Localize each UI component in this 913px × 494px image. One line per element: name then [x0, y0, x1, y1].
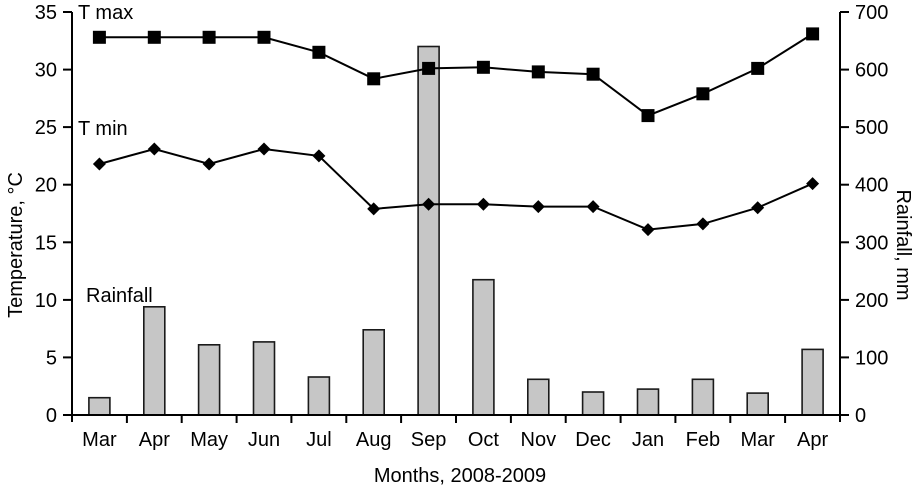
rainfall-bar-mar-0: [88, 396, 111, 416]
rainfall-bars: [88, 45, 824, 416]
left-tick-label-30: 30: [35, 60, 57, 82]
t-max-square-marker-13: [806, 27, 820, 41]
month-label-jan-10: Jan: [632, 429, 664, 451]
left-tick-label-0: 0: [46, 405, 57, 427]
month-label-mar-0: Mar: [82, 429, 117, 451]
t-max-square-marker-4: [312, 45, 326, 59]
month-label-mar-12: Mar: [740, 429, 775, 451]
t-max-square-marker-11: [696, 87, 710, 101]
rainfall-bar-feb-11: [691, 378, 715, 416]
t-min-diamond-marker-13: [806, 177, 820, 191]
t-min-diamond-marker-10: [641, 223, 655, 237]
left-tick-label-20: 20: [35, 175, 57, 197]
t-max-square-marker-3: [257, 30, 271, 44]
rainfall-bar-sep-6: [417, 45, 440, 416]
month-label-sep-6: Sep: [411, 429, 447, 451]
t-min-diamond-marker-2: [202, 157, 216, 171]
t-min-diamond-marker-5: [367, 202, 381, 216]
rainfall-bar-apr-13: [801, 348, 824, 416]
x-axis-title: Months, 2008-2009: [374, 465, 546, 487]
rainfall-bar-may-2: [197, 343, 221, 416]
t-max-series: [92, 27, 820, 123]
right-tick-label-0: 0: [855, 405, 866, 427]
month-label-apr-13: Apr: [797, 429, 828, 451]
t-max-square-marker-8: [531, 65, 545, 79]
left-tick-label-5: 5: [46, 347, 57, 369]
t-min-diamond-marker-12: [751, 201, 765, 215]
t-min-line: [99, 147, 814, 231]
rainfall-bar-dec-9: [581, 391, 605, 416]
rainfall-bar-apr-1: [143, 305, 166, 416]
t-max-square-marker-1: [147, 30, 161, 44]
t-min-diamond-marker-1: [147, 142, 161, 156]
t-min-diamond-marker-6: [422, 197, 436, 211]
t-min-diamond-marker-3: [257, 142, 271, 156]
right-tick-label-500: 500: [855, 117, 888, 139]
rainfall-bar-jul-4: [307, 376, 331, 416]
t-max-square-marker-10: [641, 109, 655, 123]
t-max-square-marker-2: [202, 30, 216, 44]
month-label-nov-8: Nov: [521, 429, 557, 451]
rainfall-bar-jan-10: [636, 388, 660, 416]
left-tick-label-25: 25: [35, 117, 57, 139]
right-axis-title: Rainfall, mm: [892, 189, 913, 300]
t-min-diamond-marker-4: [312, 149, 326, 163]
month-label-jul-4: Jul: [306, 429, 332, 451]
series-label-rainfall: Rainfall: [86, 285, 153, 307]
t-max-square-marker-0: [92, 30, 106, 44]
t-max-square-marker-12: [751, 61, 765, 75]
t-max-line: [99, 33, 814, 117]
t-max-square-marker-5: [367, 72, 381, 86]
right-tick-label-400: 400: [855, 175, 888, 197]
t-min-diamond-marker-11: [696, 217, 710, 231]
right-tick-label-300: 300: [855, 232, 888, 254]
left-axis-title: Temperature, °C: [5, 172, 27, 318]
series-label-t-min: T min: [78, 118, 128, 140]
t-min-diamond-marker-7: [476, 197, 490, 211]
rainfall-bar-nov-8: [526, 378, 550, 416]
t-min-diamond-marker-0: [92, 157, 106, 171]
series-label-t-max: T max: [78, 2, 133, 24]
t-max-square-marker-9: [586, 67, 600, 81]
rainfall-bar-oct-7: [472, 278, 495, 416]
t-max-square-marker-7: [476, 60, 490, 74]
month-label-may-2: May: [190, 429, 228, 451]
t-max-square-marker-6: [422, 61, 436, 75]
right-tick-label-200: 200: [855, 290, 888, 312]
right-tick-label-100: 100: [855, 347, 888, 369]
month-label-apr-1: Apr: [139, 429, 170, 451]
t-min-series: [92, 142, 820, 237]
t-min-diamond-marker-8: [531, 200, 545, 214]
rainfall-bar-aug-5: [362, 328, 386, 416]
left-tick-label-15: 15: [35, 232, 57, 254]
month-label-aug-5: Aug: [356, 429, 392, 451]
month-label-jun-3: Jun: [248, 429, 280, 451]
right-tick-label-700: 700: [855, 2, 888, 24]
rainfall-bar-mar-12: [746, 392, 770, 416]
axes: [63, 11, 849, 423]
month-label-feb-11: Feb: [686, 429, 720, 451]
month-label-dec-9: Dec: [575, 429, 611, 451]
right-tick-label-600: 600: [855, 60, 888, 82]
rainfall-bar-jun-3: [252, 341, 276, 416]
left-tick-label-10: 10: [35, 290, 57, 312]
left-tick-label-35: 35: [35, 2, 57, 24]
t-min-diamond-marker-9: [586, 200, 600, 214]
month-label-oct-7: Oct: [468, 429, 500, 451]
